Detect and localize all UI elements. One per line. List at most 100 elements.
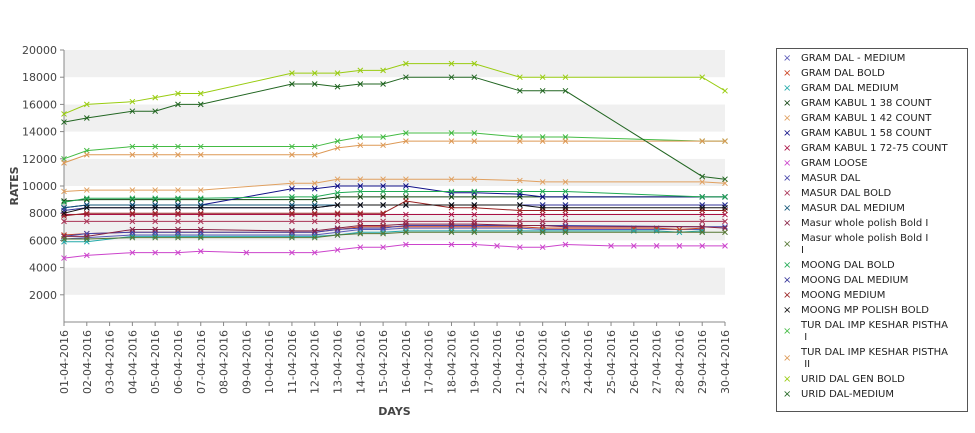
- grid-band: [64, 240, 725, 268]
- x-tick-label: 16-04-2016: [400, 330, 413, 394]
- x-tick-label: 09-04-2016: [240, 330, 253, 394]
- data-point: [197, 248, 204, 255]
- x-tick-label: 07-04-2016: [195, 330, 208, 394]
- data-point: [152, 210, 159, 217]
- data-point: [83, 252, 90, 259]
- data-point: [152, 94, 159, 101]
- legend-label: MOONG DAL BOLD: [801, 260, 895, 271]
- legend-marker-icon: ×: [783, 158, 792, 169]
- data-point: [197, 151, 204, 158]
- data-point: [471, 60, 478, 67]
- grid-band: [64, 267, 725, 295]
- legend-marker-icon: ×: [783, 113, 792, 124]
- data-point: [61, 199, 67, 206]
- data-point: [83, 151, 90, 158]
- data-point: [129, 249, 136, 256]
- grid-band: [64, 294, 725, 322]
- x-tick-label: 27-04-2016: [651, 330, 664, 394]
- legend-marker-icon: ×: [783, 326, 792, 337]
- data-point: [61, 198, 67, 204]
- data-point: [311, 234, 318, 241]
- data-point: [562, 194, 569, 200]
- data-point: [175, 90, 181, 97]
- data-point: [562, 74, 569, 81]
- data-point: [517, 74, 523, 81]
- series-group: [61, 176, 728, 195]
- data-point: [61, 218, 67, 225]
- x-tick-label: 13-04-2016: [332, 330, 345, 394]
- data-point: [334, 202, 341, 208]
- data-point: [562, 223, 569, 230]
- legend-item: × GRAM KABUL 1 42 COUNT: [777, 113, 967, 125]
- data-point: [129, 195, 136, 202]
- data-point: [699, 74, 706, 81]
- y-tick-label: 10000: [22, 180, 57, 193]
- data-point: [403, 130, 409, 136]
- data-point: [380, 176, 386, 183]
- data-point: [699, 194, 706, 200]
- data-point: [289, 249, 295, 256]
- data-point: [517, 138, 523, 144]
- x-tick-label: 29-04-2016: [696, 330, 709, 394]
- data-point: [334, 247, 341, 253]
- data-point: [517, 211, 523, 218]
- data-point: [175, 195, 181, 202]
- x-tick-label: 03-04-2016: [104, 330, 117, 394]
- data-point: [357, 142, 364, 149]
- data-point: [403, 74, 409, 81]
- data-point: [403, 202, 409, 208]
- data-point: [403, 198, 409, 204]
- data-point: [61, 236, 67, 242]
- legend-marker-icon: ×: [783, 203, 792, 214]
- data-point: [61, 210, 67, 217]
- data-point: [61, 155, 67, 162]
- data-point: [653, 242, 660, 249]
- data-point: [403, 183, 409, 189]
- series-group: [61, 74, 728, 183]
- legend-marker-icon: ×: [783, 275, 792, 286]
- x-tick-label: 15-04-2016: [377, 330, 390, 394]
- data-point: [334, 138, 341, 144]
- data-point: [83, 147, 90, 154]
- legend-item: × GRAM DAL BOLD: [777, 68, 967, 80]
- data-point: [403, 241, 409, 248]
- data-point: [311, 204, 318, 211]
- x-tick-label: 17-04-2016: [423, 330, 436, 394]
- data-point: [61, 119, 67, 125]
- legend-item: × GRAM KABUL 1 38 COUNT: [777, 98, 967, 110]
- data-point: [380, 244, 386, 251]
- data-point: [289, 180, 295, 187]
- data-point: [83, 195, 90, 202]
- legend-label: MOONG DAL MEDIUM: [801, 275, 909, 286]
- data-point: [448, 60, 455, 67]
- grid-band: [64, 50, 725, 78]
- x-tick-label: 14-04-2016: [354, 330, 367, 394]
- data-point: [61, 188, 67, 195]
- data-point: [403, 229, 409, 236]
- x-tick-label: 24-04-2016: [582, 330, 595, 394]
- data-point: [380, 202, 386, 208]
- data-point: [83, 210, 90, 217]
- data-point: [152, 249, 159, 256]
- data-point: [289, 218, 295, 225]
- data-point: [562, 138, 569, 144]
- legend-label: MASUR DAL BOLD: [801, 188, 892, 199]
- data-point: [129, 151, 136, 158]
- data-point: [539, 188, 546, 195]
- data-point: [699, 173, 706, 180]
- data-point: [197, 195, 204, 202]
- y-tick-label: 6000: [29, 234, 57, 247]
- data-point: [152, 151, 159, 158]
- data-point: [562, 134, 569, 140]
- data-point: [380, 230, 386, 237]
- legend-marker-icon: ×: [783, 305, 792, 316]
- data-point: [197, 187, 204, 193]
- data-point: [562, 204, 569, 211]
- data-point: [175, 143, 181, 150]
- data-point: [699, 211, 706, 218]
- data-point: [357, 183, 364, 189]
- data-point: [129, 218, 136, 225]
- data-point: [517, 202, 523, 208]
- data-point: [129, 187, 136, 193]
- data-point: [289, 81, 295, 87]
